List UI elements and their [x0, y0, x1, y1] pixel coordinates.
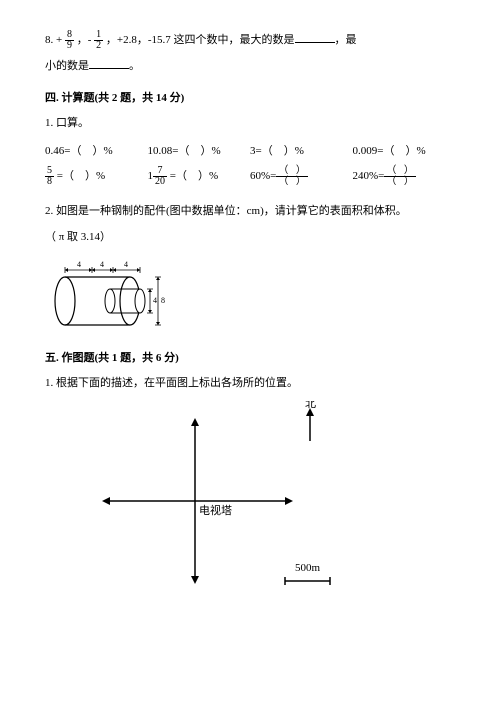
map-diagram: 北 电视塔 500m	[95, 401, 375, 601]
q8-prefix: 8. +	[45, 34, 62, 46]
q8-blank1	[295, 31, 335, 43]
calc-1a: 0.46=（ ）%	[45, 143, 148, 161]
q8-line2b: 。	[129, 60, 140, 72]
cylinder-diagram: 4 4 4 4 8	[45, 259, 165, 334]
q8-mid1: ，-	[77, 34, 92, 46]
calc-2c: 60%=（ ）（ ）	[250, 166, 353, 187]
calc-2d: 240%=（ ）（ ）	[353, 166, 456, 187]
q8-mid2: ，+2.8，-15.7 这四个数中，最大的数是	[106, 34, 295, 46]
dim-t1: 4	[77, 260, 81, 269]
north-label: 北	[305, 401, 316, 410]
calc-row-2: 58 =（ ）% 1720 =（ ）% 60%=（ ）（ ） 240%=（ ）（…	[45, 166, 455, 187]
section-5-title: 五. 作图题(共 1 题，共 6 分)	[45, 350, 455, 368]
sec4-pi: （ π 取 3.14）	[45, 229, 455, 247]
sec4-p1: 1. 口算。	[45, 115, 455, 133]
q8-frac1: 8 9	[65, 30, 74, 51]
calc-1d: 0.009=（ ）%	[353, 143, 456, 161]
scale-label: 500m	[295, 562, 321, 574]
calc-2a: 58 =（ ）%	[45, 166, 148, 187]
dim-height: 8	[161, 296, 165, 305]
sec4-p2: 2. 如图是一种钢制的配件(图中数据单位：cm)，请计算它的表面积和体积。	[45, 203, 455, 221]
q8-frac2: 1 2	[94, 30, 103, 51]
map-diagram-wrap: 北 电视塔 500m	[45, 401, 455, 611]
center-label: 电视塔	[199, 503, 232, 517]
q8-blank2	[89, 57, 129, 69]
calc-1b: 10.08=（ ）%	[148, 143, 251, 161]
section-4-title: 四. 计算题(共 2 题，共 14 分)	[45, 90, 455, 108]
question-8: 8. + 8 9 ，- 1 2 ，+2.8，-15.7 这四个数中，最大的数是 ，…	[45, 30, 455, 76]
dim-t3: 4	[124, 260, 128, 269]
q8-line2a: 小的数是	[45, 60, 89, 72]
sec5-p1: 1. 根据下面的描述，在平面图上标出各场所的位置。	[45, 375, 455, 393]
q8-after: ，最	[335, 34, 357, 46]
calc-1c: 3=（ ）%	[250, 143, 353, 161]
calc-row-1: 0.46=（ ）% 10.08=（ ）% 3=（ ）% 0.009=（ ）%	[45, 143, 455, 161]
calc-2b: 1720 =（ ）%	[148, 166, 251, 187]
dim-side: 4	[153, 296, 157, 305]
dim-t2: 4	[100, 260, 104, 269]
